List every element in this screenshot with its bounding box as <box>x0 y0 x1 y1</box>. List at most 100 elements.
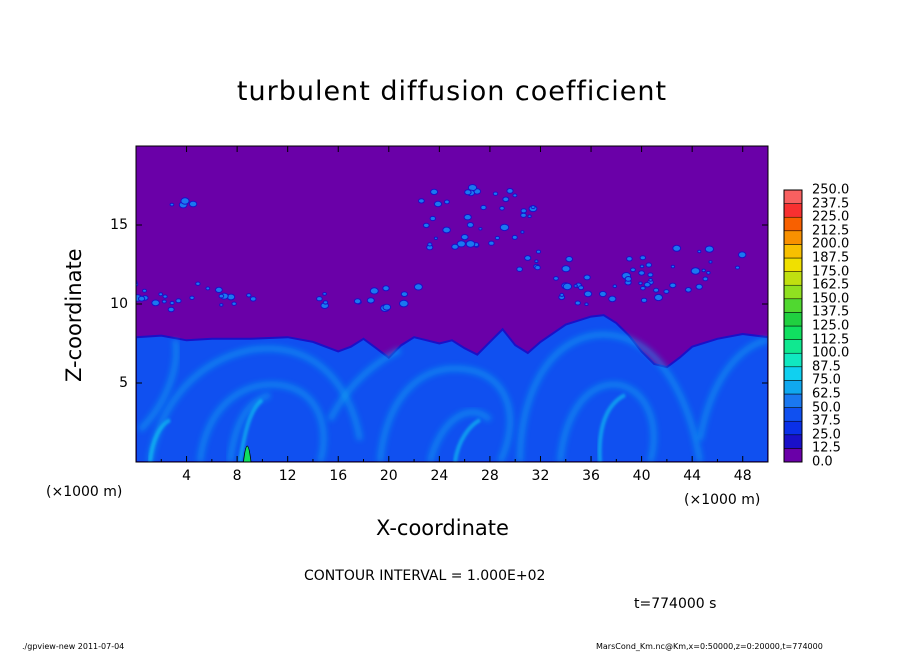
x-tick-label: 20 <box>379 468 398 484</box>
colorbar-segment <box>783 244 803 259</box>
turbulent-patch <box>648 278 653 282</box>
x-tick-label: 4 <box>182 468 192 484</box>
turbulent-patch <box>219 303 224 307</box>
turbulent-patch <box>162 294 168 299</box>
turbulent-patch <box>663 289 670 294</box>
turbulent-patch <box>502 196 510 203</box>
turbulent-patch <box>369 287 379 295</box>
eddy-core <box>453 418 482 462</box>
turbulent-patch <box>695 283 703 290</box>
turbulent-patch <box>499 223 510 232</box>
turbulent-patch <box>553 276 559 281</box>
turbulent-patch <box>706 270 711 275</box>
turbulent-patch <box>480 204 487 211</box>
y-tick-label: 15 <box>110 217 128 233</box>
x-tick-label: 36 <box>582 468 600 484</box>
turbulent-patch <box>565 256 574 263</box>
eddy-core <box>597 393 627 462</box>
colorbar-level-label: 100.0 <box>812 345 850 361</box>
colorbar-segment <box>783 230 803 245</box>
turbulent-patch <box>512 193 518 198</box>
turbulent-patch <box>366 297 375 304</box>
colorbar-level-label: 12.5 <box>812 440 841 456</box>
turbulent-patch <box>559 292 565 297</box>
x-tick-label: 44 <box>683 468 702 484</box>
turbulent-patch <box>488 240 495 246</box>
turbulent-patch <box>430 188 439 196</box>
eddy-swirl <box>517 331 703 462</box>
colorbar-segment <box>783 257 803 272</box>
turbulent-patch <box>584 302 589 307</box>
turbulent-patch <box>189 295 195 300</box>
turbulent-patch <box>506 188 514 194</box>
colorbar-segment <box>783 325 803 340</box>
turbulent-patch <box>322 292 328 296</box>
colorbar-segment <box>783 298 803 313</box>
colorbar-segment <box>783 407 803 422</box>
turbulent-patch <box>158 292 164 297</box>
turbulent-patch <box>704 245 715 253</box>
turbulent-patch <box>654 293 663 302</box>
colorbar-segment <box>783 380 803 395</box>
turbulent-patch <box>516 266 523 272</box>
turbulent-patch <box>249 296 257 302</box>
heatmap-field <box>136 184 768 462</box>
eddy-swirl <box>377 365 513 462</box>
turbulent-patch <box>205 286 211 291</box>
x-unit-label-right: (×1000 m) <box>684 492 761 508</box>
colorbar-level-label: 175.0 <box>812 264 850 280</box>
turbulent-patch <box>583 290 593 298</box>
colorbar-frame <box>783 189 803 463</box>
turbulent-patch <box>215 286 223 293</box>
turbulent-patch <box>442 226 451 234</box>
colorbar-level-label: 150.0 <box>812 291 850 307</box>
turbulent-patch <box>138 295 146 302</box>
colorbar-level-label: 162.5 <box>812 277 850 293</box>
turbulent-patch <box>639 255 646 261</box>
turbulent-patch <box>534 259 539 264</box>
colorbar-level-label: 200.0 <box>812 236 850 252</box>
eddy-core <box>238 398 264 462</box>
turbulent-patch <box>418 198 425 204</box>
time-label: t=774000 s <box>634 596 717 612</box>
turbulent-patch <box>561 265 571 273</box>
colorbar-segment <box>783 448 803 463</box>
turbulent-patch <box>520 208 527 214</box>
turbulent-patch <box>460 234 469 241</box>
eddy-swirl <box>427 409 493 462</box>
turbulent-patch <box>647 272 654 278</box>
colorbar-level-label: 50.0 <box>812 400 841 416</box>
turbulent-patch <box>578 285 584 291</box>
turbulent-patch <box>638 281 643 286</box>
turbulent-patch <box>142 288 147 293</box>
contour-interval-label: CONTOUR INTERVAL = 1.000E+02 <box>304 568 546 584</box>
colorbar-segment <box>783 189 803 204</box>
turbulent-patch <box>645 262 652 268</box>
colorbar-level-label: 225.0 <box>812 209 850 225</box>
turbulent-patch <box>188 200 198 208</box>
colorbar-level-label: 37.5 <box>812 413 841 429</box>
turbulent-patch <box>316 296 323 302</box>
turbulent-patch <box>399 299 409 308</box>
turbulent-patch <box>218 293 225 299</box>
turbulent-patch <box>433 236 438 241</box>
turbulent-patch <box>562 282 573 291</box>
turbulent-patch <box>530 205 536 210</box>
colorbar-level-label: 137.5 <box>812 304 850 320</box>
turbulent-patch <box>670 264 676 269</box>
turbulent-patch <box>464 189 472 196</box>
turbulent-patch <box>520 230 525 234</box>
colorbar-level-label: 125.0 <box>812 318 850 334</box>
turbulent-patch <box>511 234 518 240</box>
turbulent-patch <box>451 243 459 250</box>
eddy-swirl <box>327 347 402 422</box>
eddy-swirl <box>697 337 768 441</box>
x-tick-label: 12 <box>278 468 297 484</box>
turbulent-patch <box>640 297 648 303</box>
colorbar-level-label: 212.5 <box>812 223 850 239</box>
turbulent-patch <box>643 281 651 288</box>
turbulent-patch <box>697 249 702 254</box>
turbulent-patch <box>427 242 433 247</box>
turbulent-patch <box>444 199 450 205</box>
